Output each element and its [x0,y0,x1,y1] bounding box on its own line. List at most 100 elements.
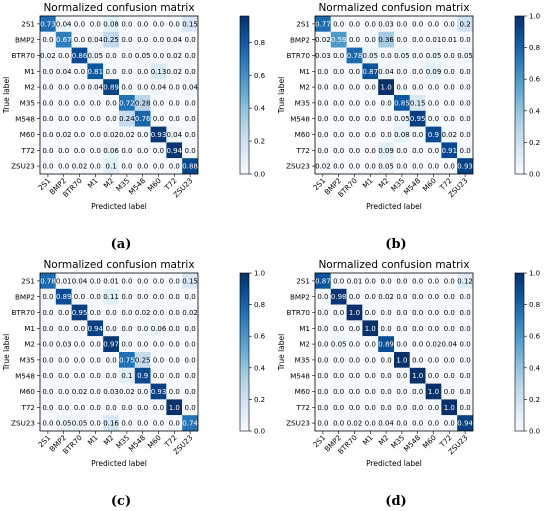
matrix-cell [150,95,167,111]
matrix-cell [71,95,88,111]
cell-value-label: 0.0 [58,147,69,155]
cell-value-label: 0.0 [349,99,360,107]
cell-value-label: 0.0 [381,388,392,396]
cell-value-label: 0.0 [74,84,85,92]
matrix-cell [409,95,426,111]
matrix-cell [394,336,410,352]
y-tick-label: BMP2 [15,35,35,44]
matrix-cell [150,110,167,127]
cell-value-label: 0.02 [315,163,331,171]
matrix-cell [134,142,151,159]
matrix-cell [362,63,379,80]
matrix-cell [119,142,135,159]
cell-value-label: 0.0 [349,356,360,364]
matrix-cell [441,79,458,95]
matrix-cell [182,158,198,174]
matrix-cell [103,336,119,352]
cell-value-label: 0.02 [167,52,183,60]
cell-value-label: 0.0 [169,20,180,28]
matrix-cell [71,383,88,400]
cell-value-label: 0.06 [103,147,119,155]
cell-value-label: 0.0 [460,404,471,412]
cell-value-label: 0.05 [363,52,379,60]
cell-value-label: 0.0 [153,99,164,107]
matrix-cell [394,95,410,111]
cell-value-label: 0.0 [349,147,360,155]
matrix-cell [457,399,473,416]
cell-value-label: 0.02 [119,388,135,396]
cell-value-label: 0.0 [317,341,328,349]
cell-value-label: 0.0 [121,293,132,301]
cell-value-label: 0.0 [428,277,439,285]
matrix-cell [103,399,119,416]
matrix-cell [346,126,363,143]
matrix-cell [103,367,119,384]
matrix-cell [346,95,363,111]
cell-value-label: 0.04 [88,36,104,44]
matrix-cell [182,399,198,416]
matrix-cell [71,304,88,321]
cell-value-label: 0.0 [396,293,407,301]
matrix-cell [119,288,135,305]
cell-value-label: 0.73 [40,20,56,28]
y-tick-label: M35 [20,99,35,108]
matrix-cell [425,367,442,384]
cell-value-label: 0.0 [106,99,117,107]
cell-value-label: 0.0 [412,277,423,285]
matrix-cell [315,304,331,321]
cell-value-label: 0.0 [185,325,196,333]
matrix-cell [150,31,167,48]
matrix-cell [134,352,151,368]
matrix-cell [425,273,442,289]
matrix-cell [394,79,410,95]
matrix-cell [166,352,183,368]
matrix-cell [119,79,135,95]
cell-value-label: 0.0 [460,309,471,317]
cell-value-label: 0.0 [333,99,344,107]
cell-value-label: 0.0 [317,404,328,412]
y-tick-label: 2S1 [296,277,310,286]
cell-value-label: 0.02 [347,420,363,428]
matrix-cell [315,31,331,48]
cell-value-label: 0.0 [42,163,53,171]
cell-value-label: 0.0 [121,84,132,92]
cell-value-label: 0.02 [135,309,151,317]
matrix-cell [103,79,119,95]
matrix-cell [119,158,135,174]
cell-value-label: 0.0 [90,388,101,396]
matrix-frame [39,272,199,432]
cell-value-label: 0.02 [426,341,442,349]
colorbar-tick-label: 0.8 [254,39,265,47]
panel-label: (a) [111,237,132,252]
colorbar-tick-label: 0.8 [254,301,265,309]
cell-value-label: 0.05 [457,52,473,60]
matrix-cell [40,399,56,416]
cell-value-label: 0.0 [381,277,392,285]
colorbar-tick-label: 0.2 [529,396,540,404]
matrix-cell [425,288,442,305]
cell-value-label: 0.0 [153,147,164,155]
y-tick-label: M60 [295,387,311,396]
cell-value-label: 0.0 [169,309,180,317]
cell-value-label: 0.0 [137,325,148,333]
cell-value-label: 0.97 [103,341,119,349]
matrix-cell [394,352,410,368]
y-tick-label: M2 [24,340,35,349]
cell-value-label: 0.0 [444,356,455,364]
cell-value-label: 0.0 [381,52,392,60]
cell-value-label: 0.0 [58,388,69,396]
matrix-cell [457,142,473,159]
matrix-cell [346,79,363,95]
cell-value-label: 0.0 [460,388,471,396]
matrix-cell [457,320,473,337]
cell-value-label: 0.1 [106,163,117,171]
matrix-cell [315,352,331,368]
matrix-cell [71,352,88,368]
cell-value-label: 0.0 [121,325,132,333]
matrix-cell [457,273,473,289]
matrix-cell [103,126,119,143]
matrix-cell [362,320,379,337]
matrix-cell [119,95,135,111]
y-tick-label: M2 [299,83,310,92]
cell-value-label: 0.0 [317,99,328,107]
